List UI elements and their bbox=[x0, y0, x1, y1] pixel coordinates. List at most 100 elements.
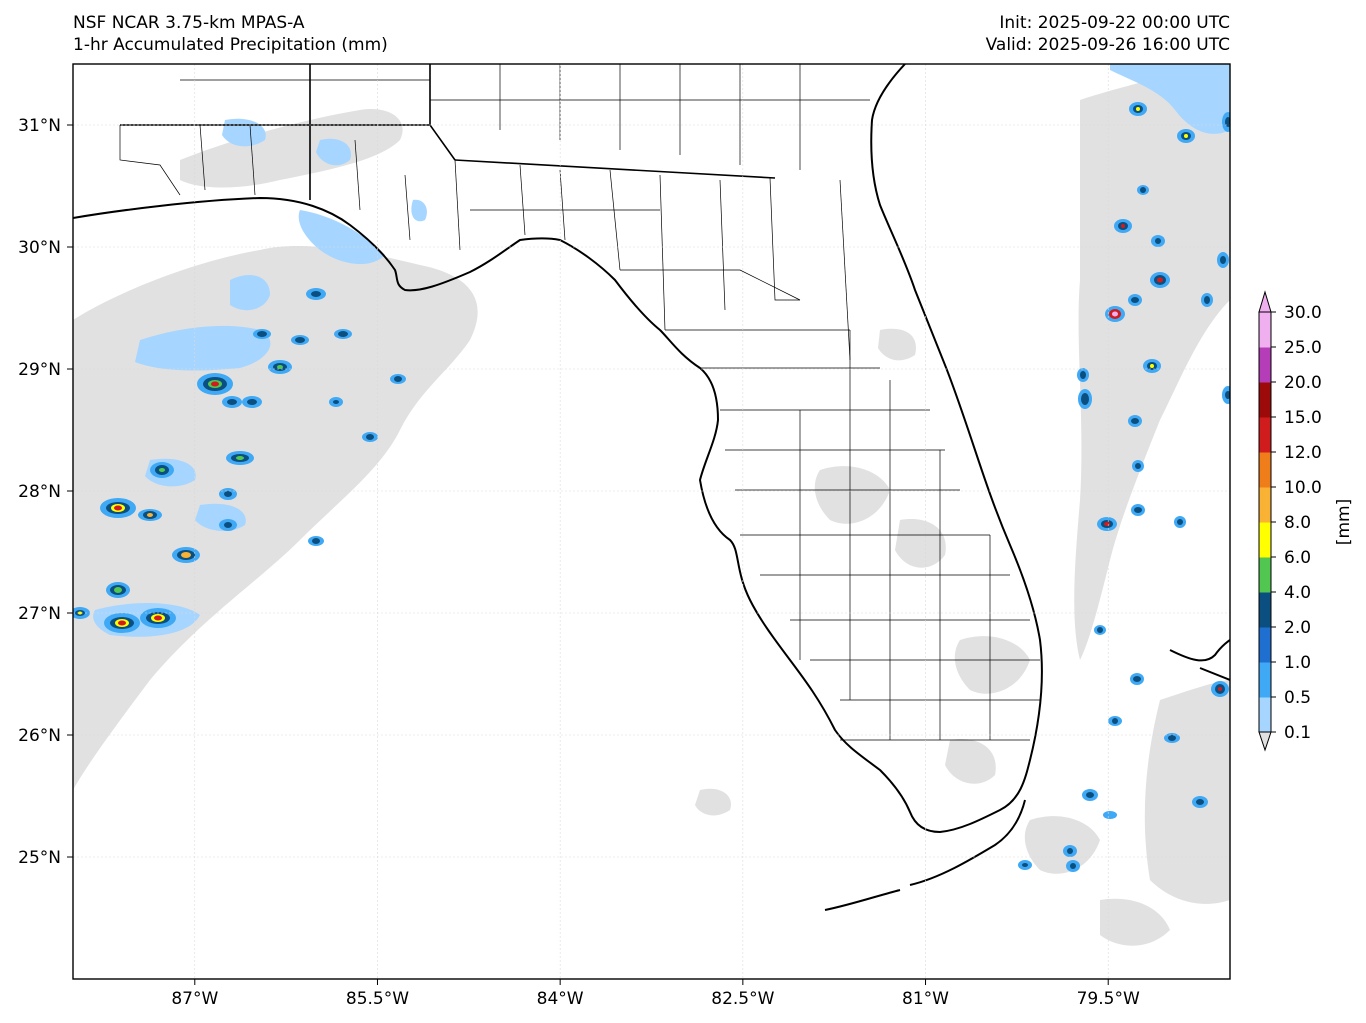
colorbar-tick-label: 8.0 bbox=[1284, 513, 1311, 533]
storm-cell bbox=[390, 374, 406, 384]
colorbar-segment bbox=[1259, 487, 1271, 523]
colorbar-segment bbox=[1259, 627, 1271, 663]
lat-tick-label: 30°N bbox=[18, 238, 61, 258]
colorbar-tick-label: 6.0 bbox=[1284, 548, 1311, 568]
storm-cell bbox=[226, 451, 254, 465]
colorbar-tick-label: 0.5 bbox=[1284, 688, 1311, 708]
storm-cell bbox=[1018, 860, 1032, 870]
colorbar-tick-label: 2.0 bbox=[1284, 618, 1311, 638]
colorbar-tick-label: 10.0 bbox=[1284, 478, 1322, 498]
storm-cell bbox=[1164, 733, 1180, 743]
title-left: NSF NCAR 3.75-km MPAS-A 1-hr Accumulated… bbox=[73, 12, 388, 56]
lon-tick-label: 84°W bbox=[537, 989, 584, 1009]
storm-cell bbox=[1094, 625, 1106, 635]
storm-cell bbox=[138, 509, 162, 521]
storm-cell bbox=[1132, 460, 1144, 472]
convective-cells bbox=[73, 102, 1230, 872]
storm-cell bbox=[222, 396, 242, 408]
storm-cell bbox=[106, 582, 130, 598]
title-right: Init: 2025-09-22 00:00 UTC Valid: 2025-0… bbox=[986, 12, 1230, 56]
storm-cell bbox=[1097, 517, 1117, 531]
storm-cell bbox=[308, 536, 324, 546]
colorbar-segment bbox=[1259, 417, 1271, 453]
storm-cell bbox=[1174, 516, 1186, 528]
colorbar-tick-label: 25.0 bbox=[1284, 338, 1322, 358]
valid-time: Valid: 2025-09-26 16:00 UTC bbox=[985, 35, 1230, 55]
storm-cell bbox=[1105, 306, 1125, 322]
colorbar-segment bbox=[1259, 452, 1271, 488]
storm-cell bbox=[1077, 368, 1089, 382]
colorbar-segment bbox=[1259, 522, 1271, 558]
lon-tick-label: 82.5°W bbox=[711, 989, 774, 1009]
storm-cell bbox=[1130, 673, 1144, 685]
storm-cell bbox=[104, 613, 140, 633]
lat-tick-label: 27°N bbox=[18, 604, 61, 624]
colorbar-tick-label: 30.0 bbox=[1284, 303, 1322, 323]
storm-cell bbox=[362, 432, 378, 442]
colorbar-tick-label: 12.0 bbox=[1284, 443, 1322, 463]
colorbar-tick-label: 4.0 bbox=[1284, 583, 1311, 603]
lon-tick-label: 85.5°W bbox=[346, 989, 409, 1009]
colorbar-segment bbox=[1259, 312, 1271, 348]
colorbar-segment bbox=[1259, 347, 1271, 383]
storm-cell bbox=[1222, 386, 1230, 404]
storm-cell bbox=[1211, 681, 1229, 697]
coastline bbox=[73, 64, 1230, 911]
storm-cell bbox=[1131, 504, 1145, 516]
storm-cell bbox=[268, 360, 292, 374]
storm-cell bbox=[219, 519, 237, 531]
storm-cell bbox=[1217, 252, 1229, 268]
storm-cell bbox=[1222, 112, 1230, 132]
storm-cell bbox=[242, 396, 262, 408]
storm-cell bbox=[1108, 716, 1122, 726]
storm-cell bbox=[334, 329, 352, 339]
colorbar-segment bbox=[1259, 382, 1271, 418]
storm-cell bbox=[291, 335, 309, 345]
storm-cell bbox=[1114, 219, 1132, 233]
storm-cell bbox=[219, 488, 237, 500]
storm-cell bbox=[1177, 129, 1195, 143]
field-title: 1-hr Accumulated Precipitation (mm) bbox=[73, 35, 388, 55]
init-time: Init: 2025-09-22 00:00 UTC bbox=[999, 13, 1230, 33]
lon-tick-label: 81°W bbox=[902, 989, 949, 1009]
colorbar-segment bbox=[1259, 697, 1271, 733]
storm-cell bbox=[329, 397, 343, 407]
storm-cell bbox=[1066, 860, 1080, 872]
storm-cell bbox=[172, 547, 200, 563]
colorbar-upper-extension bbox=[1258, 290, 1272, 313]
lat-tick-label: 29°N bbox=[18, 360, 61, 380]
colorbar-tick-label: 20.0 bbox=[1284, 373, 1322, 393]
storm-cell bbox=[197, 373, 233, 395]
storm-cell bbox=[1063, 845, 1077, 857]
storm-cell bbox=[150, 462, 174, 478]
lon-tick-label: 87°W bbox=[171, 989, 218, 1009]
lat-tick-label: 28°N bbox=[18, 482, 61, 502]
storm-cell bbox=[100, 498, 136, 518]
colorbar: 0.1 0.5 1.0 2.0 4.0 6.0 8.0 10.0 12.0 15.0 20.0 25.… bbox=[1258, 290, 1322, 752]
map-area bbox=[73, 64, 1230, 979]
colorbar-tick-label: 0.1 bbox=[1284, 723, 1311, 743]
storm-cell bbox=[1082, 789, 1098, 801]
lat-tick-label: 26°N bbox=[18, 726, 61, 746]
storm-cell bbox=[1151, 235, 1165, 247]
storm-cell bbox=[1137, 185, 1149, 195]
colorbar-segment bbox=[1259, 662, 1271, 698]
storm-cell bbox=[1103, 811, 1117, 819]
lon-tick-label: 79.5°W bbox=[1077, 989, 1140, 1009]
lat-tick-label: 31°N bbox=[18, 116, 61, 136]
storm-cell bbox=[140, 608, 176, 628]
storm-cell bbox=[1129, 102, 1147, 116]
latitude-axis: 31°N 30°N 29°N 28°N 27°N 26°N 25°N bbox=[18, 116, 73, 868]
storm-cell bbox=[1143, 359, 1161, 373]
longitude-axis: 87°W 85.5°W 84°W 82.5°W 81°W 79.5°W bbox=[171, 979, 1140, 1009]
gridlines bbox=[73, 64, 1230, 979]
colorbar-unit-label: [mm] bbox=[1334, 499, 1354, 545]
map-frame bbox=[72, 63, 1231, 980]
storm-cell bbox=[1128, 415, 1142, 427]
storm-cell bbox=[253, 329, 271, 339]
storm-cell bbox=[1192, 796, 1208, 808]
colorbar-tick-label: 1.0 bbox=[1284, 653, 1311, 673]
colorbar-segment bbox=[1259, 557, 1271, 593]
lat-tick-label: 25°N bbox=[18, 848, 61, 868]
